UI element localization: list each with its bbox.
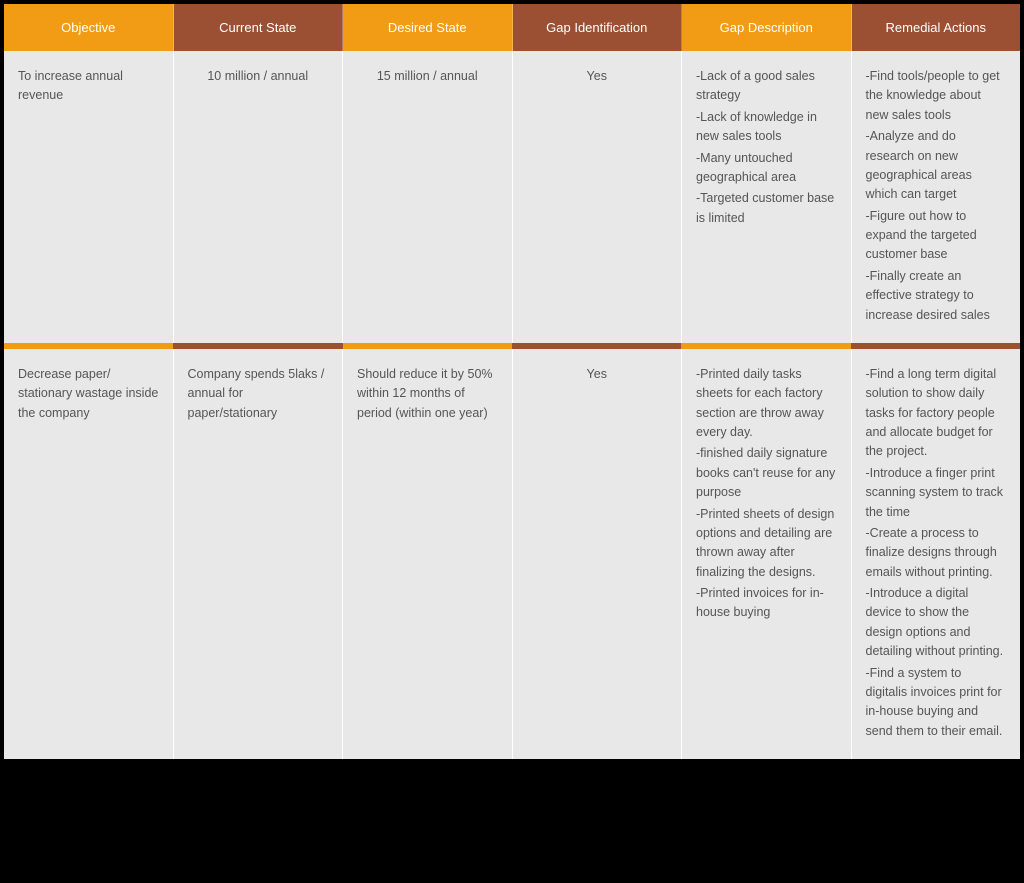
cell-gap-identification: Yes [513,349,683,759]
table-header-row: Objective Current State Desired State Ga… [4,4,1020,51]
cell-remedial-actions: -Find tools/people to get the knowledge … [852,51,1021,343]
list-item: -Lack of knowledge in new sales tools [696,108,837,147]
list-item: -Create a process to finalize designs th… [866,524,1007,582]
list-item: -Targeted customer base is limited [696,189,837,228]
cell-remedial-actions: -Find a long term digital solution to sh… [852,349,1021,759]
cell-desired-state: Should reduce it by 50% within 12 months… [343,349,513,759]
list-item: -Lack of a good sales strategy [696,67,837,106]
cell-gap-description: -Printed daily tasks sheets for each fac… [682,349,852,759]
list-item: -Figure out how to expand the targeted c… [866,207,1007,265]
list-item: -Printed invoices for in-house buying [696,584,837,623]
list-item: -Find a long term digital solution to sh… [866,365,1007,462]
table-row: Decrease paper/ stationary wastage insid… [4,349,1020,759]
header-desired-state: Desired State [343,4,513,51]
cell-gap-description: -Lack of a good sales strategy-Lack of k… [682,51,852,343]
table-row: To increase annual revenue 10 million / … [4,51,1020,343]
cell-objective: Decrease paper/ stationary wastage insid… [4,349,174,759]
cell-current-state: Company spends 5laks / annual for paper/… [174,349,344,759]
list-item: -Many untouched geographical area [696,149,837,188]
list-item: -Analyze and do research on new geograph… [866,127,1007,205]
list-item: -Find tools/people to get the knowledge … [866,67,1007,125]
list-item: -Printed sheets of design options and de… [696,505,837,583]
list-item: -finished daily signature books can't re… [696,444,837,502]
list-item: -Introduce a digital device to show the … [866,584,1007,662]
cell-gap-identification: Yes [513,51,683,343]
cell-current-state: 10 million / annual [174,51,344,343]
header-gap-identification: Gap Identification [513,4,683,51]
gap-analysis-table: Objective Current State Desired State Ga… [4,4,1020,759]
header-current-state: Current State [174,4,344,51]
list-item: -Finally create an effective strategy to… [866,267,1007,325]
list-item: -Introduce a finger print scanning syste… [866,464,1007,522]
list-item: -Printed daily tasks sheets for each fac… [696,365,837,443]
cell-objective: To increase annual revenue [4,51,174,343]
header-remedial-actions: Remedial Actions [852,4,1021,51]
header-gap-description: Gap Description [682,4,852,51]
cell-desired-state: 15 million / annual [343,51,513,343]
header-objective: Objective [4,4,174,51]
list-item: -Find a system to digitalis invoices pri… [866,664,1007,742]
